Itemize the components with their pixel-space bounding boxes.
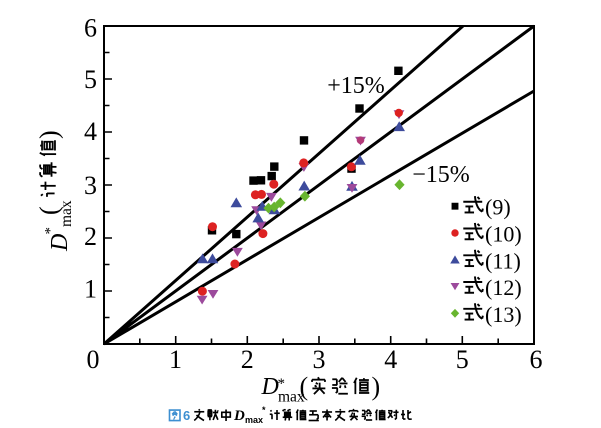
svg-text:D: D (47, 234, 73, 252)
svg-text:(: ( (300, 372, 309, 401)
svg-text:*: * (278, 376, 286, 392)
svg-text:5: 5 (84, 65, 97, 94)
svg-text:(10): (10) (485, 222, 522, 247)
svg-text:6: 6 (84, 14, 97, 43)
svg-text:(13): (13) (485, 302, 522, 327)
svg-text:(9): (9) (485, 195, 511, 220)
svg-text:D: D (233, 408, 245, 424)
svg-text:max: max (58, 200, 75, 227)
svg-text:4: 4 (384, 345, 397, 374)
svg-text:(12): (12) (485, 275, 522, 300)
svg-text:3: 3 (84, 171, 97, 200)
svg-text:max: max (245, 415, 263, 425)
svg-text:(: ( (35, 206, 64, 215)
svg-text:1: 1 (169, 345, 182, 374)
svg-text:max: max (278, 389, 305, 406)
svg-text:(11): (11) (485, 248, 521, 273)
svg-text:6: 6 (530, 345, 543, 374)
svg-text:2: 2 (84, 222, 97, 251)
svg-text:0: 0 (87, 345, 100, 374)
svg-text:2: 2 (241, 345, 254, 374)
svg-text:−15%: −15% (412, 162, 470, 188)
svg-text:*: * (43, 227, 59, 235)
svg-text:1: 1 (84, 274, 97, 303)
svg-text:4: 4 (84, 117, 97, 146)
svg-text:*: * (262, 405, 266, 415)
svg-text:): ) (35, 130, 64, 139)
svg-text:D: D (261, 374, 279, 400)
svg-text:+15%: +15% (327, 73, 385, 99)
svg-text:6: 6 (183, 408, 190, 423)
svg-text:5: 5 (456, 345, 469, 374)
svg-text:): ) (372, 372, 381, 401)
svg-text:3: 3 (313, 345, 326, 374)
